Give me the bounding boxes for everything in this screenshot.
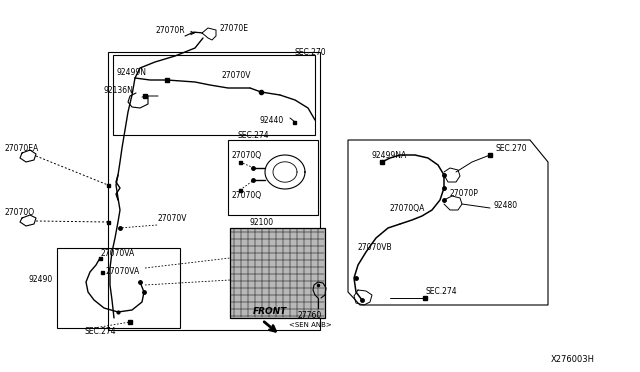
Text: 27070E: 27070E [220, 23, 249, 32]
Text: 27760: 27760 [298, 311, 322, 320]
Text: 27070VA: 27070VA [105, 267, 140, 276]
Text: 27070R: 27070R [155, 26, 184, 35]
Text: 92100: 92100 [250, 218, 274, 227]
Bar [488, 153, 492, 157]
Bar [294, 121, 296, 124]
Bar [165, 78, 169, 82]
Bar [423, 296, 427, 300]
Bar [239, 189, 241, 192]
Text: 92499NA: 92499NA [372, 151, 407, 160]
Text: 92440: 92440 [260, 115, 284, 125]
Bar [99, 257, 102, 260]
Text: SEC.270: SEC.270 [496, 144, 527, 153]
Text: FRONT: FRONT [253, 308, 287, 317]
Text: SEC.274: SEC.274 [238, 131, 269, 140]
Text: <SEN ANB>: <SEN ANB> [289, 322, 332, 328]
Text: 27070V: 27070V [222, 71, 252, 80]
Text: SEC.274: SEC.274 [84, 327, 116, 337]
Bar [100, 270, 104, 273]
Text: 92499N: 92499N [116, 67, 146, 77]
Text: 27070QA: 27070QA [390, 203, 426, 212]
Bar [106, 183, 109, 186]
Text: 27070Q: 27070Q [232, 190, 262, 199]
Bar [106, 221, 109, 224]
Text: 27070VA: 27070VA [100, 248, 134, 257]
Bar [380, 160, 384, 164]
Text: 92480: 92480 [494, 201, 518, 209]
Text: 27070VB: 27070VB [358, 244, 392, 253]
Bar [239, 160, 241, 164]
Text: 27070V: 27070V [158, 214, 188, 222]
Bar [128, 320, 132, 324]
Text: 92136N: 92136N [103, 86, 133, 94]
Text: X276003H: X276003H [551, 356, 595, 365]
Polygon shape [230, 228, 325, 318]
Text: SEC.274: SEC.274 [426, 288, 458, 296]
Text: SEC.270: SEC.270 [295, 48, 326, 57]
Bar [143, 94, 147, 98]
Text: 92490: 92490 [28, 276, 52, 285]
Text: 27070P: 27070P [450, 189, 479, 198]
Text: 27070Q: 27070Q [232, 151, 262, 160]
Text: 27070O: 27070O [4, 208, 34, 217]
Text: 27070EA: 27070EA [4, 144, 38, 153]
